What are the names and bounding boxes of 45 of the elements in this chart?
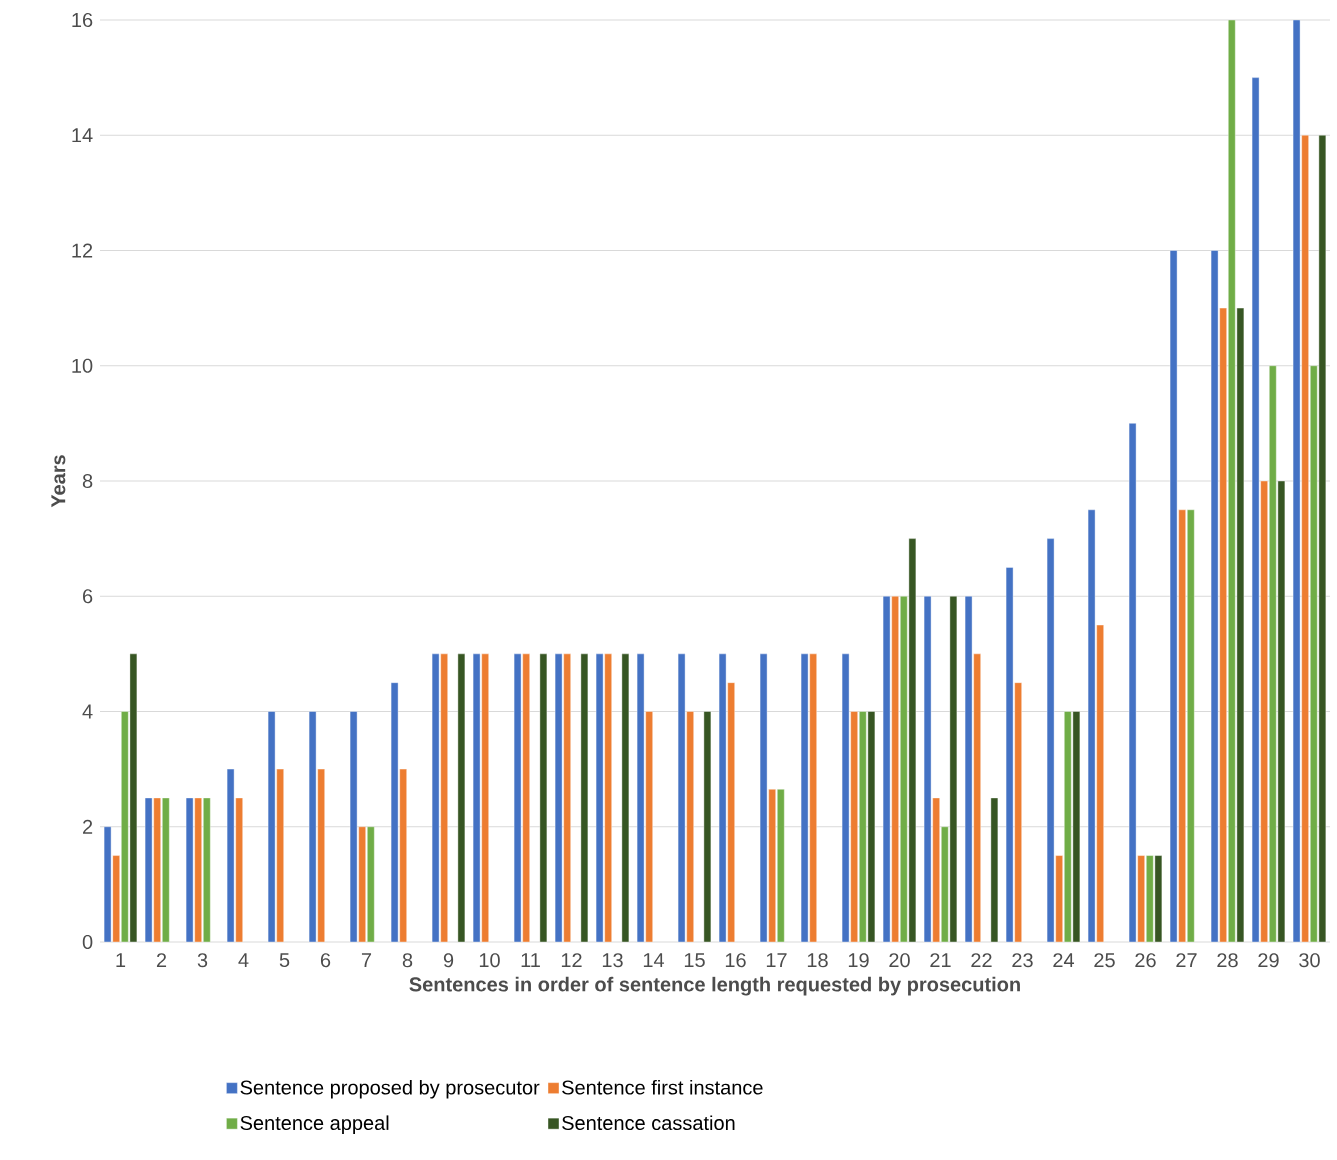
legend-label: Sentence proposed by prosecutor [240,1079,540,1099]
x-tick-label: 23 [1012,953,1033,968]
x-tick-label: 29 [1258,953,1279,968]
x-tick-label: 30 [1299,953,1320,968]
x-tick-label: 26 [1135,953,1156,968]
x-tick-label: 27 [1176,953,1197,968]
x-tick-label: 1 [116,953,126,967]
x-tick-label: 17 [766,953,787,967]
x-axis-title: Sentences in order of sentence length requested by prosecution [409,976,1020,996]
x-tick-label: 8 [402,953,413,968]
x-tick-label: 2 [156,953,167,968]
x-tick-label: 7 [361,953,372,967]
y-tick-label: 4 [82,704,93,719]
x-tick-label: 13 [602,953,623,968]
x-tick-label: 21 [930,953,951,968]
legend-label: Sentence cassation [562,1115,735,1131]
y-tick-label: 12 [72,243,93,258]
x-tick-label: 15 [684,953,705,968]
y-tick-label: 0 [82,934,93,950]
x-tick-label: 12 [561,953,582,968]
x-tick-label: 16 [725,953,746,968]
x-tick-label: 19 [848,953,869,968]
legend-label: Sentence appeal [240,1115,389,1135]
x-tick-label: 6 [320,953,331,968]
x-tick-label: 5 [279,953,290,968]
x-tick-label: 14 [643,953,665,967]
y-tick-label: 16 [72,12,93,28]
x-tick-label: 9 [443,953,454,968]
y-tick-label: 6 [83,589,93,604]
y-tick-label: 10 [72,358,93,373]
x-tick-label: 18 [807,953,828,968]
y-tick-label: 14 [72,128,93,143]
y-tick-label: 2 [83,819,93,834]
x-tick-label: 4 [238,953,249,967]
x-tick-label: 28 [1217,953,1238,968]
x-tick-label: 22 [971,953,992,968]
x-tick-label: 11 [521,953,540,967]
legend-label: Sentence first instance [562,1079,763,1095]
x-tick-label: 25 [1094,953,1115,968]
x-tick-label: 3 [197,953,208,968]
x-tick-label: 20 [889,953,910,968]
y-tick-label: 8 [82,473,93,489]
x-tick-label: 24 [1053,953,1075,968]
y-axis-title: Years [51,455,66,508]
x-tick-label: 10 [479,953,500,968]
